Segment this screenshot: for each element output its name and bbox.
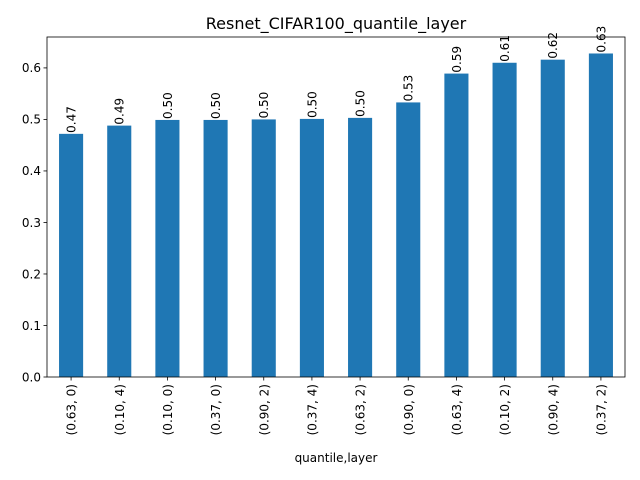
x-tick-label: (0.10, 2) — [498, 384, 512, 435]
y-tick-label: 0.1 — [22, 319, 41, 333]
x-tick-label: (0.90, 4) — [546, 384, 560, 435]
data-label: 0.63 — [594, 26, 608, 53]
x-tick-label: (0.90, 2) — [257, 384, 271, 435]
data-label: 0.47 — [65, 106, 79, 133]
x-tick-label: (0.37, 0) — [209, 384, 223, 435]
x-axis-label: quantile,layer — [295, 451, 378, 465]
data-label: 0.50 — [354, 90, 368, 117]
y-tick-label: 0.2 — [22, 267, 41, 281]
x-tick-label: (0.63, 2) — [354, 384, 368, 435]
plot-frame — [46, 36, 626, 378]
data-labels-group: 0.47 0.49 0.50 0.50 0.50 0.50 0.50 0.53 0.59 0.61… — [65, 26, 609, 133]
x-tick-label: (0.37, 2) — [594, 384, 608, 435]
bars-group — [59, 53, 613, 378]
bar — [299, 118, 324, 377]
bar — [492, 62, 517, 378]
data-label: 0.49 — [113, 98, 127, 125]
data-label: 0.53 — [402, 75, 416, 102]
bar — [107, 125, 132, 377]
x-tick-label: (0.10, 0) — [161, 384, 175, 435]
data-label: 0.59 — [450, 46, 464, 73]
x-tick-label: (0.63, 0) — [65, 384, 79, 435]
bar — [444, 73, 469, 378]
y-tick-label: 0.0 — [22, 370, 41, 384]
y-tick-label: 0.3 — [22, 216, 41, 230]
x-tick-label: (0.10, 4) — [113, 384, 127, 435]
bar — [588, 53, 613, 377]
bar — [251, 119, 276, 377]
y-tick-label: 0.5 — [22, 113, 41, 127]
data-label: 0.50 — [305, 91, 319, 118]
x-tick-label: (0.37, 4) — [305, 384, 319, 435]
ticks-group: 0.0 0.1 0.2 0.3 0.4 0.5 0.6 (0.63, 0) (0.10, 4) (… — [22, 61, 609, 435]
y-tick-label: 0.6 — [22, 61, 41, 75]
bar — [155, 119, 180, 377]
data-label: 0.50 — [161, 92, 175, 119]
data-label: 0.62 — [546, 32, 560, 59]
chart-title: Resnet_CIFAR100_quantile_layer — [206, 14, 467, 34]
bar — [59, 133, 84, 377]
bar — [540, 59, 565, 378]
bar — [203, 119, 228, 377]
x-tick-label: (0.63, 4) — [450, 384, 464, 435]
bar — [396, 102, 421, 377]
y-tick-label: 0.4 — [22, 164, 41, 178]
data-label: 0.61 — [498, 35, 512, 62]
data-label: 0.50 — [257, 92, 271, 119]
data-label: 0.50 — [209, 92, 223, 119]
x-tick-label: (0.90, 0) — [402, 384, 416, 435]
bar — [348, 117, 373, 377]
